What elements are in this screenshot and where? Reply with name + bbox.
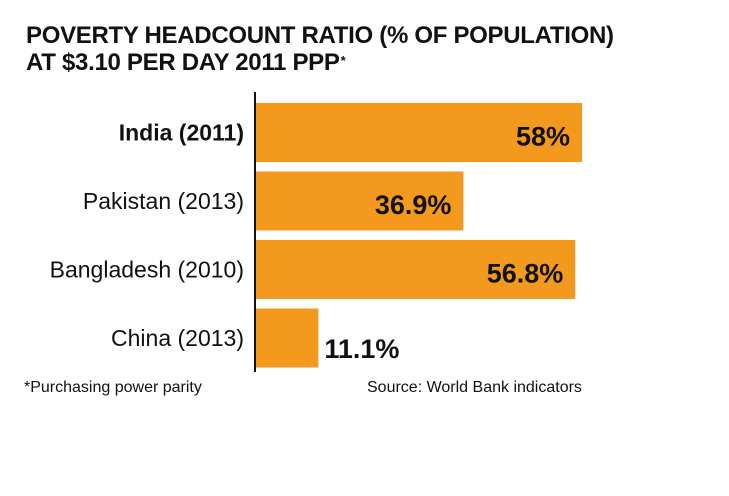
source-note: Source: World Bank indicators	[367, 379, 582, 396]
value-label-india-2011: 58%	[516, 122, 570, 152]
value-label-china-2013: 11.1%	[324, 334, 399, 364]
chart-title-line-1: POVERTY HEADCOUNT RATIO (% OF POPULATION…	[26, 22, 614, 49]
value-label-bangladesh-2010: 56.8%	[487, 259, 564, 289]
category-label-india-2011: India (2011)	[119, 120, 244, 146]
bar-china-2013	[256, 308, 319, 368]
chart-title-line-2: AT $3.10 PER DAY 2011 PPP*	[26, 49, 706, 76]
value-label-pakistan-2013: 36.9%	[375, 190, 452, 220]
labels-layer: India (2011) 58% Pakistan (2013) 36.9% Bangl…	[50, 120, 570, 365]
bar-pakistan-2013	[256, 171, 464, 231]
category-label-china-2013: China (2013)	[111, 325, 244, 351]
chart-title-line-2-text: AT $3.10 PER DAY 2011 PPP	[26, 49, 340, 76]
footnote: *Purchasing power parity	[24, 379, 202, 396]
title-footnote-mark: *	[340, 53, 346, 68]
category-label-bangladesh-2010: Bangladesh (2010)	[50, 257, 244, 283]
category-label-pakistan-2013: Pakistan (2013)	[83, 188, 244, 214]
chart-title: POVERTY HEADCOUNT RATIO (% OF POPULATION…	[26, 22, 706, 76]
bar-bangladesh-2010	[256, 240, 576, 299]
bars-layer	[256, 103, 582, 368]
bar-india-2011	[256, 103, 582, 162]
